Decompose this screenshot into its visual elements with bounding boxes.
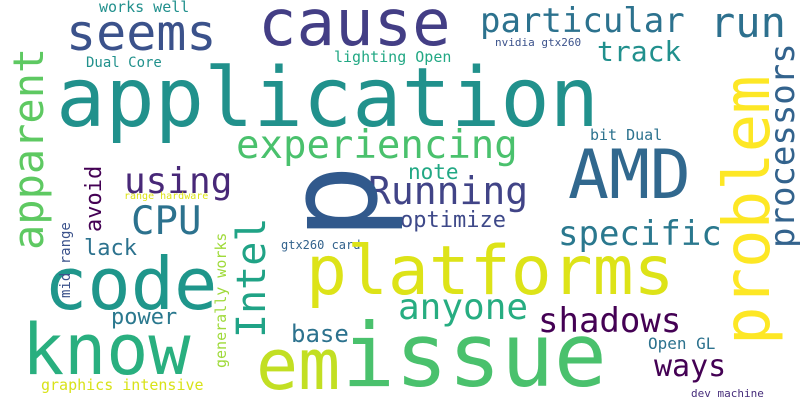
word-particular: particular — [480, 1, 685, 41]
word-issue: issue — [342, 304, 607, 400]
word-ways: ways — [654, 349, 727, 384]
word-experiencing: experiencing — [236, 123, 518, 168]
word-amd: AMD — [568, 136, 691, 215]
word-intel: Intel — [229, 217, 275, 338]
word-apparent: apparent — [4, 47, 53, 250]
word-em: em — [256, 324, 341, 400]
word-seems: seems — [66, 4, 217, 62]
word-power: power — [111, 305, 178, 330]
word-gtx260-card: gtx260 card — [281, 238, 361, 252]
word-dev-machine: dev machine — [691, 387, 764, 400]
word-works-well: works well — [99, 0, 190, 16]
word-avoid: avoid — [82, 165, 107, 232]
word-running: Running — [368, 169, 529, 213]
word-note: note — [408, 160, 459, 184]
word-processors: processors — [763, 43, 800, 248]
word-p: p — [259, 164, 406, 240]
word-generally-works: generally works — [212, 232, 230, 368]
word-specific: specific — [558, 214, 722, 254]
word-know: know — [22, 309, 191, 391]
word-graphics-intensive: graphics intensive — [41, 376, 204, 394]
word-application: application — [56, 51, 600, 146]
word-range-hardware: range hardware — [124, 191, 209, 202]
word-anyone: anyone — [398, 287, 529, 328]
word-lighting-open: lighting Open — [334, 48, 452, 66]
word-cpu: CPU — [131, 199, 202, 244]
word-base: base — [291, 320, 349, 348]
word-code: code — [44, 242, 218, 326]
word-dual-core: Dual Core — [86, 55, 162, 71]
word-bit-dual: bit Dual — [590, 126, 663, 144]
word-mid-range: mid range — [58, 222, 74, 298]
word-run: run — [710, 0, 786, 47]
word-cause: cause — [258, 0, 451, 61]
word-lack: lack — [84, 236, 137, 261]
word-open-gl: Open GL — [648, 334, 716, 353]
word-shadows: shadows — [538, 301, 682, 341]
word-platforms: platforms — [306, 232, 675, 311]
word-track: track — [597, 35, 682, 68]
word-optimize: optimize — [400, 208, 506, 233]
word-nvidia-gtx260: nvidia gtx260 — [495, 36, 582, 49]
word-using: using — [124, 161, 233, 202]
